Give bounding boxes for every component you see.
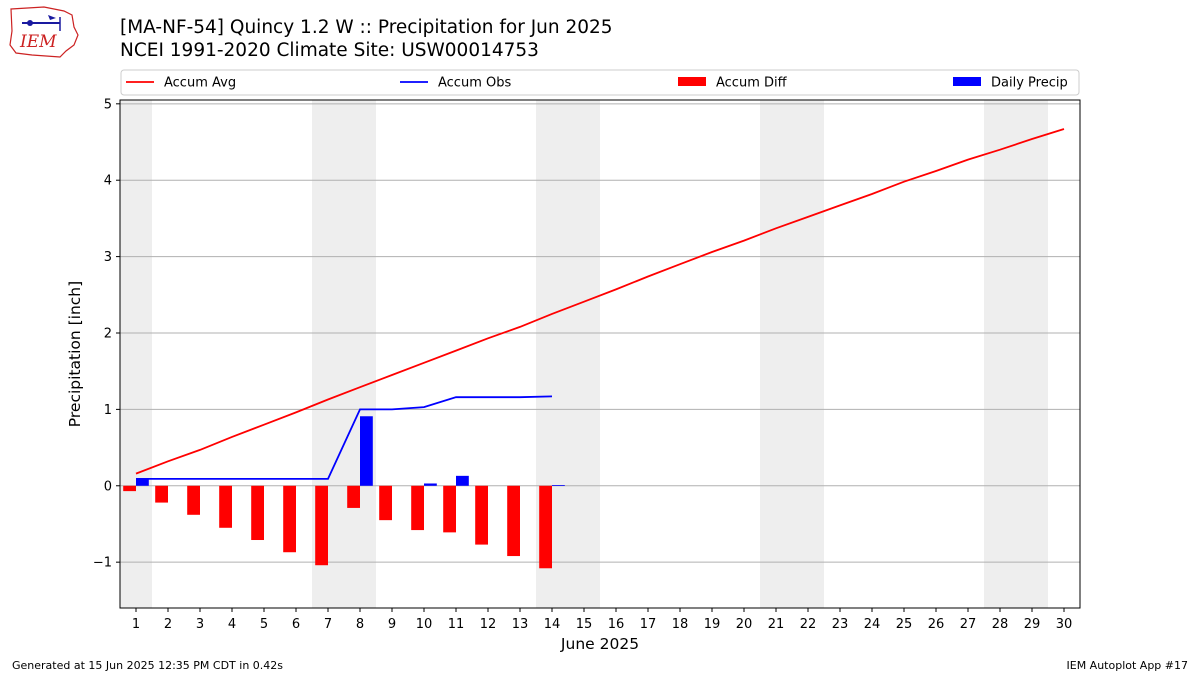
x-tick-label-19: 19 — [704, 617, 721, 632]
daily-precip-bar-11 — [456, 475, 469, 486]
bars — [123, 416, 565, 569]
y-tick-label-3: 3 — [104, 250, 112, 265]
y-tick-label-4: 4 — [104, 174, 112, 189]
y-tick-label--1: −1 — [93, 556, 112, 571]
x-tick-label-12: 12 — [480, 617, 497, 632]
shaded-band-4 — [984, 100, 1048, 608]
x-tick-label-11: 11 — [448, 617, 465, 632]
x-tick-label-15: 15 — [576, 617, 593, 632]
x-tick-label-2: 2 — [164, 617, 172, 632]
y-tick-label-2: 2 — [104, 326, 112, 341]
daily-precip-bar-10 — [424, 483, 437, 486]
daily-precip-bar-1 — [136, 478, 149, 486]
legend-label-accum-obs: Accum Obs — [438, 76, 511, 91]
x-axis-label: June 2025 — [560, 635, 639, 653]
x-tick-label-18: 18 — [672, 617, 689, 632]
logo-text: IEM — [19, 32, 57, 52]
x-tick-label-1: 1 — [132, 617, 140, 632]
x-tick-label-21: 21 — [768, 617, 785, 632]
accum-diff-bar-4 — [219, 485, 232, 528]
accum-diff-bar-9 — [379, 485, 392, 521]
legend-label-daily-precip: Daily Precip — [991, 76, 1068, 91]
accum-diff-bar-11 — [443, 485, 456, 533]
chart-title: [MA-NF-54] Quincy 1.2 W :: Precipitation… — [120, 17, 613, 38]
daily-precip-bar-14 — [552, 485, 565, 486]
accum-diff-bar-2 — [155, 485, 168, 503]
weekend-shading — [120, 100, 1048, 608]
x-tick-label-22: 22 — [800, 617, 817, 632]
y-axis-label: Precipitation [inch] — [66, 281, 84, 427]
plot-frame — [119, 99, 1081, 609]
x-tick-label-27: 27 — [960, 617, 977, 632]
x-tick-label-9: 9 — [388, 617, 396, 632]
x-tick-label-6: 6 — [292, 617, 300, 632]
legend: Accum Avg Accum Obs Accum Diff Daily Precip — [120, 69, 1080, 96]
legend-label-accum-avg: Accum Avg — [164, 76, 236, 91]
y-tick-label-1: 1 — [104, 403, 112, 418]
x-tick-label-14: 14 — [544, 617, 561, 632]
accum-diff-bar-12 — [475, 485, 488, 545]
x-tick-label-28: 28 — [992, 617, 1009, 632]
footer-generated: Generated at 15 Jun 2025 12:35 PM CDT in… — [12, 659, 284, 672]
y-tick-label-0: 0 — [104, 479, 112, 494]
x-tick-label-17: 17 — [640, 617, 657, 632]
daily-precip-bar-8 — [360, 416, 373, 486]
x-tick-label-20: 20 — [736, 617, 753, 632]
shaded-band-3 — [760, 100, 824, 608]
x-tick-label-23: 23 — [832, 617, 849, 632]
legend-label-accum-diff: Accum Diff — [716, 76, 788, 91]
accum-diff-bar-1 — [123, 485, 136, 492]
x-tick-label-3: 3 — [196, 617, 204, 632]
lines — [135, 128, 1065, 480]
accum-diff-bar-6 — [283, 485, 296, 553]
accum-avg-line — [135, 128, 1065, 475]
accum-diff-bar-10 — [411, 485, 424, 531]
x-tick-label-26: 26 — [928, 617, 945, 632]
x-tick-label-8: 8 — [356, 617, 364, 632]
x-tick-label-5: 5 — [260, 617, 268, 632]
x-tick-label-24: 24 — [864, 617, 881, 632]
legend-swatch-daily-precip — [953, 77, 981, 86]
x-tick-label-16: 16 — [608, 617, 625, 632]
accum-diff-bar-3 — [187, 485, 200, 515]
y-tick-label-5: 5 — [104, 97, 112, 112]
footer-app: IEM Autoplot App #17 — [1066, 659, 1189, 672]
x-tick-label-10: 10 — [416, 617, 433, 632]
chart-subtitle: NCEI 1991-2020 Climate Site: USW00014753 — [120, 40, 539, 61]
x-tick-label-25: 25 — [896, 617, 913, 632]
x-tick-label-4: 4 — [228, 617, 236, 632]
legend-box — [120, 69, 1080, 96]
accum-obs-line — [136, 395, 553, 480]
accum-diff-bar-5 — [251, 485, 264, 541]
accum-diff-bar-14 — [539, 485, 552, 569]
accum-diff-bar-8 — [347, 485, 360, 508]
x-tick-label-29: 29 — [1024, 617, 1041, 632]
accum-diff-bar-7 — [315, 485, 328, 566]
x-tick-label-13: 13 — [512, 617, 529, 632]
iem-logo-icon: IEM — [9, 6, 79, 58]
legend-swatch-accum-diff — [678, 77, 706, 86]
shaded-band-0 — [120, 100, 152, 608]
x-tick-label-7: 7 — [324, 617, 332, 632]
x-tick-label-30: 30 — [1056, 617, 1073, 632]
accum-diff-bar-13 — [507, 485, 520, 557]
grid-lines — [120, 103, 1080, 563]
